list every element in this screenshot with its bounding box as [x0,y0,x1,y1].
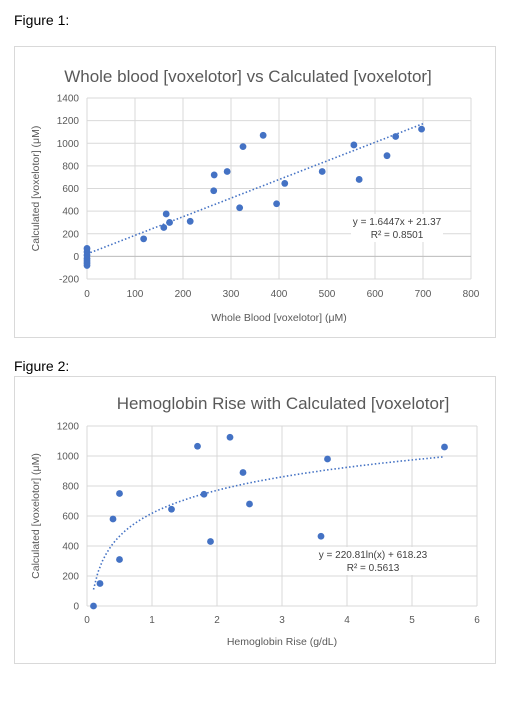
x-axis-label: Hemoglobin Rise (g/dL) [227,636,337,648]
chart-title: Whole blood [voxelotor] vs Calculated [v… [64,67,432,86]
data-point [318,168,326,175]
chart-1-frame: Whole blood [voxelotor] vs Calculated [v… [14,46,496,338]
data-point [116,556,123,563]
data-point [207,538,214,545]
data-point [83,262,91,269]
trendline-equation: y = 220.81ln(x) + 618.23 [319,550,428,561]
y-tick-label: 1200 [57,116,80,127]
x-tick-label: 100 [127,289,144,300]
y-tick-label: 0 [73,252,79,263]
data-point [392,133,400,140]
y-tick-label: 1000 [57,139,80,150]
data-point [96,580,104,587]
data-point [418,125,425,133]
data-point [116,490,123,497]
x-tick-label: 400 [271,289,288,300]
data-point [223,168,231,175]
x-tick-label: 700 [415,289,432,300]
data-point [186,217,194,225]
data-point [109,515,117,523]
y-tick-label: 800 [62,161,79,172]
x-tick-label: 2 [214,615,220,626]
x-tick-label: 800 [463,289,480,300]
trendline-r-squared: R² = 0.8501 [371,230,424,241]
data-point [441,443,448,451]
data-point [383,152,391,160]
chart-title: Hemoglobin Rise with Calculated [voxelot… [117,394,450,413]
x-tick-label: 500 [319,289,336,300]
figure-1-label: Figure 1: [14,12,70,28]
data-point [350,141,358,149]
data-point [324,455,331,463]
y-tick-label: 400 [62,207,79,218]
y-tick-label: 600 [62,184,79,195]
data-point [194,442,201,450]
x-tick-label: 300 [223,289,240,300]
x-tick-label: 0 [84,289,90,300]
chart-2-frame: Hemoglobin Rise with Calculated [voxelot… [14,376,496,664]
y-tick-label: 200 [62,229,79,240]
data-point [317,532,325,540]
x-tick-label: 600 [367,289,384,300]
data-point [90,602,97,610]
data-point [226,433,234,441]
x-tick-label: 200 [175,289,192,300]
x-tick-label: 0 [84,615,90,626]
y-tick-label: -200 [59,275,79,286]
chart-2-svg: Hemoglobin Rise with Calculated [voxelot… [30,394,480,648]
y-tick-label: 1400 [57,94,80,105]
y-axis-label: Calculated [voxelotor] (μM) [30,126,42,252]
x-tick-label: 3 [279,615,285,626]
data-point [239,469,247,476]
y-tick-label: 1200 [57,422,80,433]
data-point [200,490,208,498]
trendline [92,456,445,590]
x-tick-label: 5 [409,615,415,626]
y-tick-label: 1000 [57,452,80,463]
data-point [273,200,280,208]
x-tick-label: 6 [474,615,480,626]
y-tick-label: 200 [62,572,79,583]
trendline-r-squared: R² = 0.5613 [347,563,400,574]
y-tick-label: 0 [73,602,79,613]
data-point [168,505,175,513]
data-point [246,500,253,508]
trendline-label-box [327,547,419,575]
chart-1-svg: Whole blood [voxelotor] vs Calculated [v… [30,67,480,324]
data-point [236,204,244,212]
x-tick-label: 4 [344,615,350,626]
data-point [355,176,363,183]
y-tick-label: 800 [62,482,79,493]
data-point [140,235,148,243]
trendline-label-box [351,214,443,242]
x-tick-label: 1 [149,615,155,626]
trendline [86,122,424,255]
x-axis-label: Whole Blood [voxelotor] (μM) [211,312,347,324]
y-tick-label: 600 [62,512,79,523]
data-point [239,143,247,151]
data-point [210,171,218,179]
data-point [166,219,173,226]
trendline-equation: y = 1.6447x + 21.37 [353,217,442,228]
y-tick-label: 400 [62,542,79,553]
data-point [210,187,218,195]
figure-2-label: Figure 2: [14,358,70,374]
data-point [160,224,168,231]
data-point [281,180,289,187]
data-point [259,131,267,139]
data-point [162,210,170,218]
y-axis-label: Calculated [voxelotor] (μM) [30,453,42,579]
